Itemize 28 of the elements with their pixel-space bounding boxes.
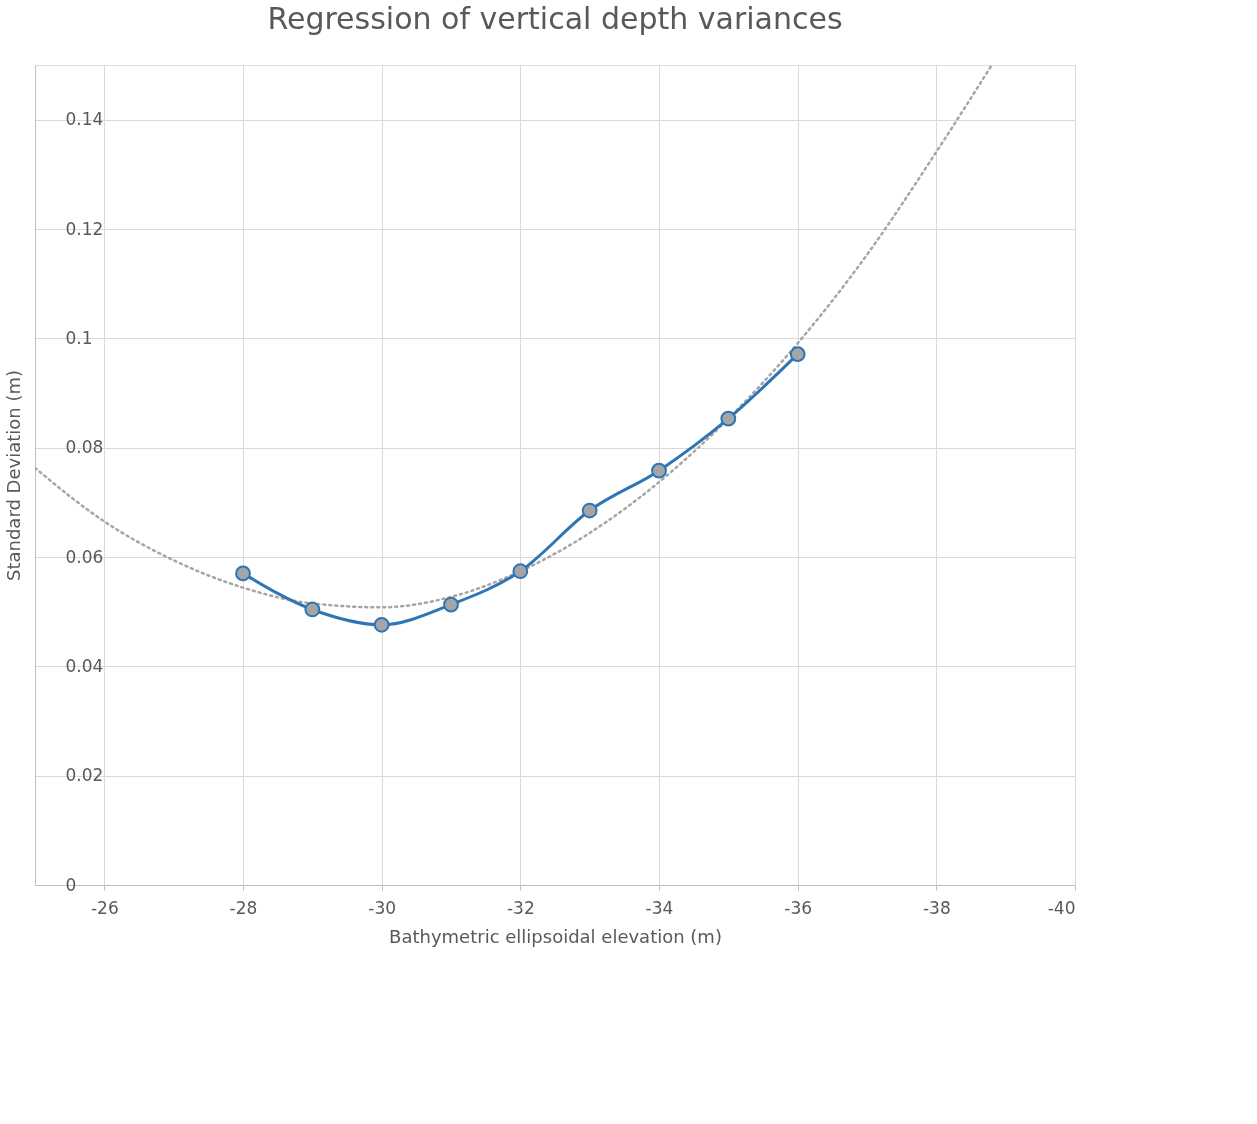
point (512, 563, 529, 580)
point (789, 346, 806, 363)
x-tick-label: -40 (1047, 897, 1076, 918)
x-tick-label: -36 (784, 897, 813, 918)
y-axis-title: Standard Deviation (m) (2, 369, 24, 582)
point (651, 462, 667, 479)
point (304, 601, 321, 618)
point (235, 565, 251, 582)
chart-title: Regression of vertical depth variances (267, 1, 843, 36)
x-tick-label: -32 (506, 897, 535, 918)
y-tick-label: 0 (65, 874, 77, 895)
y-tick-label: 0.02 (65, 765, 104, 786)
x-tick-label: -26 (90, 897, 119, 918)
point (720, 410, 737, 427)
y-tick-label: 0.06 (65, 546, 104, 567)
x-tick-label: -28 (229, 897, 258, 918)
y-tick-label: 0.1 (65, 327, 93, 348)
y-tick-label: 0.14 (65, 109, 104, 130)
y-tick-label: 0.04 (65, 655, 104, 676)
point (581, 502, 598, 519)
point (373, 616, 390, 633)
x-axis-title: Bathymetric ellipsoidal elevation (m) (389, 925, 722, 947)
point (443, 596, 459, 613)
x-tick-label: -34 (645, 897, 674, 918)
x-tick-label: -38 (922, 897, 951, 918)
y-tick-label: 0.12 (65, 218, 104, 239)
x-tick-label: -30 (368, 897, 397, 918)
y-tick-label: 0.08 (65, 437, 104, 458)
